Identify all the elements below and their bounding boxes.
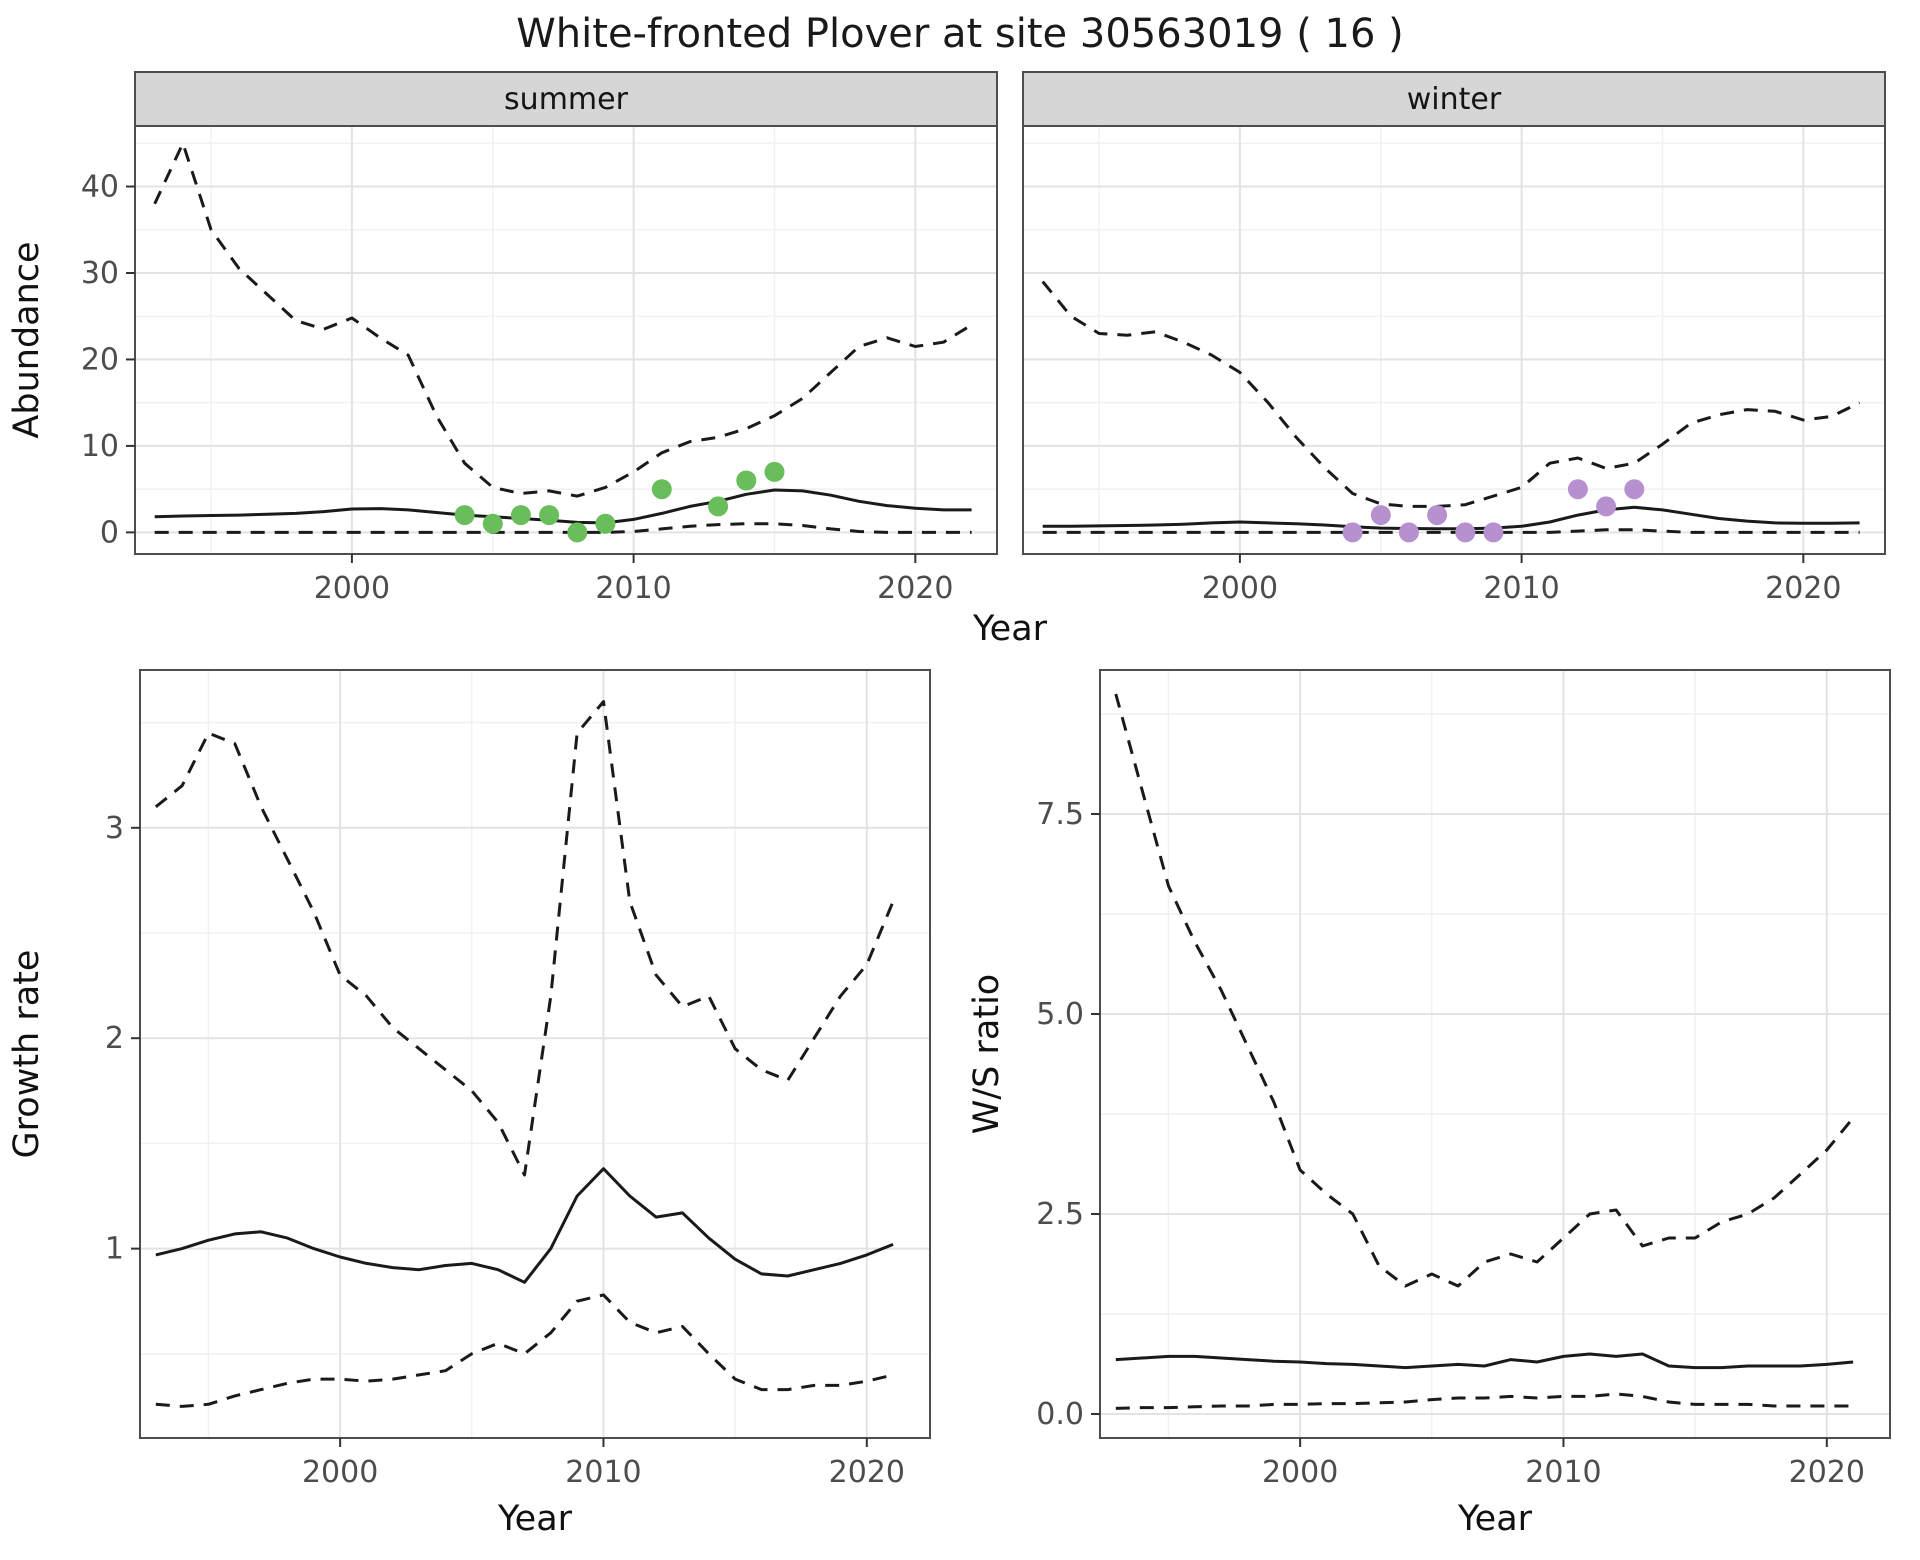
observation-point: [1370, 505, 1391, 526]
facet-label: summer: [504, 82, 629, 117]
panel-winter: winter 2000 2010 2020: [1022, 71, 1886, 606]
x-tick-label: 2010: [565, 1455, 641, 1490]
series-median: [154, 488, 972, 525]
series-group: [153, 141, 973, 543]
y-tick-label: 7.5: [1036, 797, 1084, 832]
panel-growth_rate: 2000 2010 2020 1 2 3: [105, 669, 931, 1490]
x-tick-label: 2000: [1262, 1455, 1338, 1490]
y-tick-label: 10: [81, 429, 119, 464]
panel-background: [1100, 670, 1890, 1438]
observation-point: [539, 505, 560, 526]
y-tick-label: 0: [100, 515, 119, 550]
ws-ratio-chart: 2000 2010 2020 0.0 2.5 5.0 7.5 Year W/S ratio: [967, 669, 1891, 1539]
observation-point: [482, 513, 503, 534]
observation-point: [651, 479, 672, 500]
observation-point: [567, 522, 588, 543]
x-tick-label: 2020: [1765, 571, 1841, 606]
x-axis-title: Year: [972, 609, 1048, 649]
panel-border: [1099, 669, 1891, 1439]
observation-point: [1342, 522, 1363, 543]
x-tick-label: 2020: [829, 1455, 905, 1490]
x-tick-label: 2020: [877, 571, 953, 606]
panel-background: [1023, 126, 1885, 554]
y-tick-label: 5.0: [1036, 997, 1084, 1032]
observation-point: [1483, 522, 1504, 543]
series-median: [1042, 505, 1860, 531]
panel-background: [140, 670, 930, 1438]
series-lower-ci: [155, 1293, 894, 1408]
x-tick-label: 2020: [1789, 1455, 1865, 1490]
observation-point: [764, 461, 785, 482]
panel-summer: summer 2000 2010 2020 0 10 20 30 40: [81, 71, 998, 606]
x-tick-label: 2000: [314, 571, 390, 606]
observation-point: [510, 505, 531, 526]
series-upper-ci: [154, 700, 895, 1177]
observation-point: [1427, 505, 1448, 526]
series-lower-ci: [154, 522, 972, 534]
series-group: [154, 700, 895, 1408]
x-tick-label: 2010: [595, 571, 671, 606]
x-tick-label: 2000: [1202, 571, 1278, 606]
x-tick-label: 2010: [1525, 1455, 1601, 1490]
observation-point: [1567, 479, 1588, 500]
series-group: [1041, 280, 1861, 543]
observation-point: [595, 513, 616, 534]
series-lower-ci: [1042, 528, 1860, 534]
series-upper-ci: [1114, 693, 1855, 1288]
panel-background: [135, 126, 997, 554]
y-tick-label: 20: [81, 342, 119, 377]
abundance-faceted-chart: summer 2000 2010 2020 0 10 20 30 40 winter 2000 201…: [7, 71, 1886, 649]
x-tick-label: 2000: [302, 1455, 378, 1490]
observation-point: [736, 470, 757, 491]
series-median: [155, 1167, 894, 1284]
observation-point: [708, 496, 729, 517]
series-lower-ci: [1115, 1392, 1854, 1410]
facet-strip: [1022, 71, 1886, 127]
facet-label: winter: [1407, 82, 1502, 117]
facet-strip: [134, 71, 998, 127]
figure-title: White-fronted Plover at site 30563019 ( …: [516, 11, 1404, 57]
observation-point: [454, 505, 475, 526]
y-tick-label: 0.0: [1036, 1397, 1084, 1432]
y-tick-label: 1: [105, 1232, 124, 1267]
y-axis-title: Abundance: [7, 241, 47, 438]
x-axis-title: Year: [497, 1499, 573, 1539]
y-tick-label: 40: [81, 170, 119, 205]
y-tick-label: 3: [105, 811, 124, 846]
panel-border: [139, 669, 931, 1439]
growth-rate-chart: 2000 2010 2020 1 2 3 Year Growth rate: [7, 669, 931, 1539]
series-median: [1115, 1352, 1854, 1370]
observation-point: [1455, 522, 1476, 543]
observation-point: [1398, 522, 1419, 543]
bottom-chart-row: 2000 2010 2020 1 2 3 Year Growth rate 2000 2010 2…: [0, 654, 1920, 1544]
series-group: [1114, 693, 1855, 1410]
x-tick-label: 2010: [1483, 571, 1559, 606]
panel-ws_ratio: 2000 2010 2020 0.0 2.5 5.0 7.5: [1036, 669, 1891, 1490]
series-upper-ci: [1041, 280, 1861, 508]
y-tick-label: 30: [81, 256, 119, 291]
observation-point: [1596, 496, 1617, 517]
y-axis-title: Growth rate: [7, 950, 47, 1159]
y-axis-title: W/S ratio: [967, 974, 1007, 1134]
y-tick-label: 2.5: [1036, 1197, 1084, 1232]
series-upper-ci: [153, 141, 973, 498]
x-axis-title: Year: [1457, 1499, 1533, 1539]
y-tick-label: 2: [105, 1021, 124, 1056]
observation-point: [1624, 479, 1645, 500]
